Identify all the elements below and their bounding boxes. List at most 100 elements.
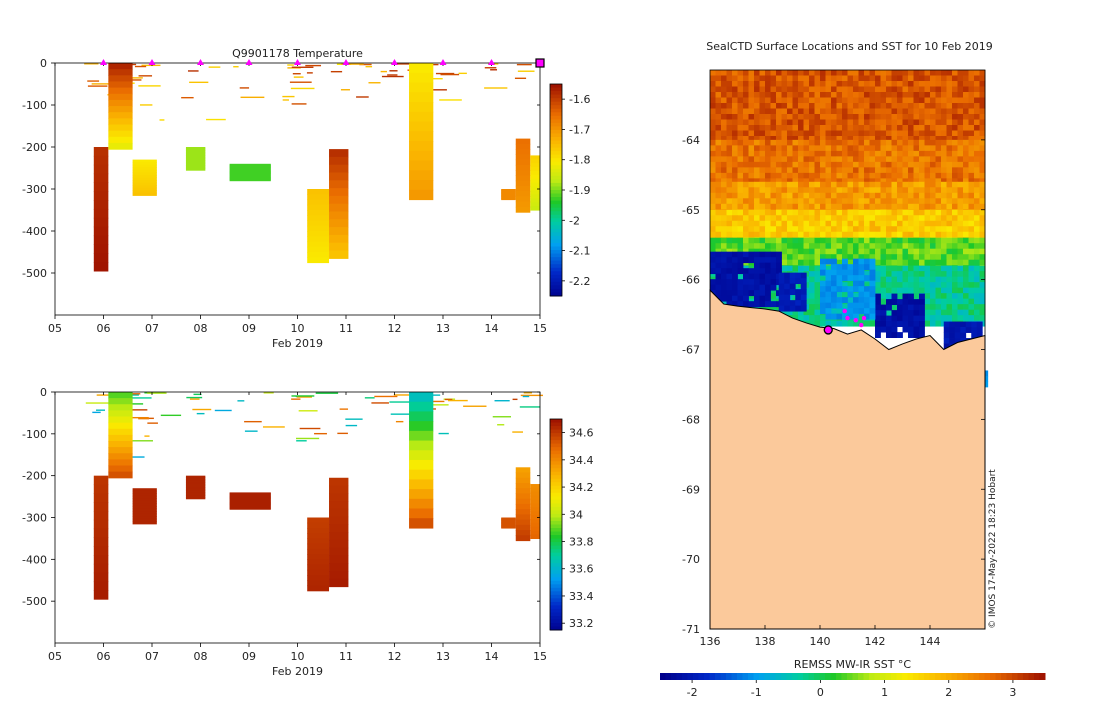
sst-cell	[908, 181, 914, 188]
sst-cold-cell	[965, 327, 972, 333]
sst-cell	[748, 187, 755, 194]
sst-cell	[765, 161, 771, 168]
sst-cell	[968, 287, 975, 294]
colorbar-cell	[550, 447, 562, 452]
sst-cell	[935, 203, 942, 210]
x-tick-label: 08	[194, 650, 208, 663]
sst-cell	[715, 231, 722, 238]
colorbar-cell	[550, 440, 562, 445]
profile-block-8	[501, 197, 516, 199]
map-x-tick-label: 142	[865, 635, 886, 648]
sst-cell	[924, 178, 931, 185]
sst-cell	[814, 298, 821, 305]
sst-cold-cell	[778, 289, 785, 296]
profile-block-8	[501, 198, 516, 200]
sst-cell	[952, 265, 958, 272]
sst-cell	[963, 114, 969, 120]
sst-cell	[825, 265, 832, 272]
colorbar-tick-label: 34.2	[569, 481, 594, 494]
colorbar-cell	[550, 510, 562, 515]
sst-cell	[880, 75, 887, 82]
sst-cell	[743, 108, 749, 115]
sst-cold-cell	[776, 251, 782, 258]
sst-cell	[968, 119, 975, 126]
sst-cell	[787, 150, 793, 157]
sst-cell	[732, 81, 738, 87]
sst-colorbar-cell	[968, 673, 974, 680]
sst-cold-cell	[831, 269, 837, 276]
colorbar-cell	[550, 619, 562, 624]
sst-cold-cell	[710, 262, 716, 269]
colorbar-cell	[550, 601, 562, 606]
profile-block-0	[93, 226, 109, 237]
sst-cell	[737, 81, 744, 87]
sst-cell	[924, 276, 931, 283]
sst-colorbar-cell	[891, 673, 897, 680]
sst-cell	[776, 161, 782, 168]
sst-cell	[814, 92, 821, 98]
sst-cell	[897, 276, 903, 283]
sst-cold-cell	[897, 321, 903, 327]
sst-cell	[886, 178, 892, 185]
sst-cell	[809, 108, 815, 115]
sst-cell	[924, 320, 931, 327]
sst-cell	[908, 265, 914, 272]
profile-block-5	[307, 189, 330, 195]
sst-cell	[919, 259, 925, 266]
profile-block-2	[132, 180, 157, 184]
sst-cell	[880, 248, 887, 255]
sst-cell	[886, 181, 892, 188]
sst-cell	[930, 198, 936, 205]
sst-cold-cell	[721, 257, 727, 264]
sst-cell	[919, 136, 925, 142]
sst-cell	[897, 145, 903, 152]
profile-streak	[389, 401, 413, 403]
profile-block-3	[185, 153, 206, 156]
sst-cell	[820, 198, 826, 205]
profile-block-7	[409, 63, 434, 74]
profile-block-10	[530, 518, 540, 524]
sst-colorbar-cell	[940, 673, 947, 680]
sst-cell	[974, 265, 980, 272]
sst-cell	[864, 320, 870, 327]
sst-cell	[776, 139, 782, 146]
sst-cell	[957, 70, 964, 76]
sst-cell	[974, 136, 980, 142]
profile-block-9	[515, 191, 531, 197]
colorbar-cell	[550, 225, 562, 230]
profile-block-7	[409, 411, 434, 422]
sst-cell	[842, 231, 848, 238]
profile-streak	[337, 432, 348, 435]
sst-cell	[754, 119, 760, 126]
profile-streak	[458, 72, 467, 75]
sst-cell	[737, 75, 744, 82]
sst-cell	[809, 254, 815, 261]
sst-cell	[831, 81, 837, 87]
sst-cell	[847, 114, 854, 120]
profile-streak	[159, 119, 165, 121]
sst-cell	[776, 209, 782, 216]
sst-cell	[721, 181, 727, 188]
sst-cell	[974, 192, 980, 199]
sst-cell	[726, 119, 733, 126]
sst-cell	[979, 187, 986, 194]
sst-cell	[869, 187, 876, 194]
sst-cell	[886, 114, 892, 120]
sst-cell	[737, 178, 744, 185]
profile-streak	[127, 456, 145, 458]
profile-block-0	[93, 200, 109, 210]
sst-cold-cell	[842, 313, 848, 320]
sst-cell	[858, 136, 865, 142]
sst-cold-cell	[886, 299, 892, 305]
sst-cell	[770, 145, 777, 152]
sst-cell	[715, 215, 722, 222]
sst-cell	[743, 178, 749, 185]
sst-cell	[737, 237, 744, 244]
sst-cell	[880, 209, 887, 216]
profile-block-6	[329, 172, 349, 181]
y-tick-label: -500	[22, 595, 47, 608]
sst-cell	[831, 220, 837, 227]
sst-cell	[781, 81, 788, 87]
profile-block-0	[93, 484, 109, 494]
sst-cell	[721, 192, 727, 199]
